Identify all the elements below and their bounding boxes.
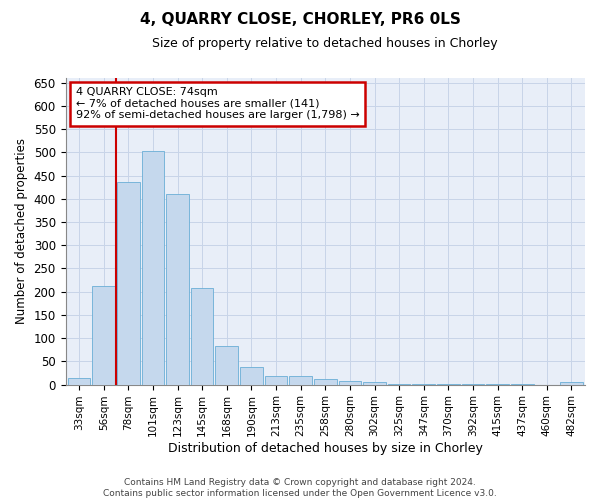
Text: 4 QUARRY CLOSE: 74sqm
← 7% of detached houses are smaller (141)
92% of semi-deta: 4 QUARRY CLOSE: 74sqm ← 7% of detached h… <box>76 88 359 120</box>
Bar <box>117 182 140 384</box>
Bar <box>240 367 263 384</box>
Bar <box>68 378 91 384</box>
Bar <box>215 346 238 385</box>
Bar <box>363 382 386 384</box>
Text: 4, QUARRY CLOSE, CHORLEY, PR6 0LS: 4, QUARRY CLOSE, CHORLEY, PR6 0LS <box>140 12 460 28</box>
Bar <box>265 376 287 384</box>
Bar <box>142 151 164 384</box>
Bar <box>560 382 583 384</box>
Title: Size of property relative to detached houses in Chorley: Size of property relative to detached ho… <box>152 38 498 51</box>
Bar <box>289 376 312 384</box>
X-axis label: Distribution of detached houses by size in Chorley: Distribution of detached houses by size … <box>168 442 483 455</box>
Y-axis label: Number of detached properties: Number of detached properties <box>15 138 28 324</box>
Bar <box>166 194 189 384</box>
Bar <box>92 286 115 384</box>
Bar <box>191 288 214 384</box>
Text: Contains HM Land Registry data © Crown copyright and database right 2024.
Contai: Contains HM Land Registry data © Crown c… <box>103 478 497 498</box>
Bar <box>314 378 337 384</box>
Bar <box>338 381 361 384</box>
